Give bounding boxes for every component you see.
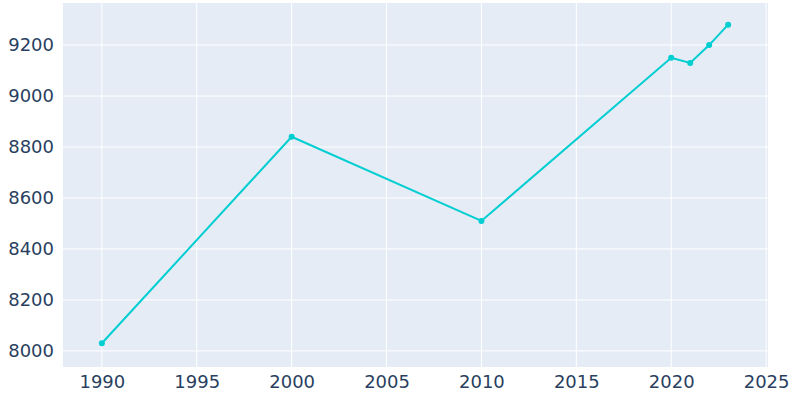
marker <box>687 60 693 66</box>
tick-label: 1995 <box>174 371 220 392</box>
tick-label: 2010 <box>459 371 505 392</box>
tick: 8000 <box>8 340 62 361</box>
tick-label: 8200 <box>8 289 54 310</box>
grid-line-x <box>766 3 767 367</box>
tick: 2010 <box>459 367 505 392</box>
tick-label: 2000 <box>269 371 315 392</box>
marker <box>725 22 731 28</box>
marks <box>99 22 731 347</box>
grid-line-x <box>101 3 102 367</box>
grid-line-x <box>196 3 197 367</box>
tick: 9000 <box>8 85 62 106</box>
tick: 2015 <box>554 367 600 392</box>
grid-line-y <box>62 96 768 97</box>
tick: 8600 <box>8 187 62 208</box>
grid-line-x <box>576 3 577 367</box>
tick-label: 9200 <box>8 34 54 55</box>
grid <box>62 3 768 367</box>
chart: 1990 1995 2000 2005 2010 2015 2020 2025 8000 8200… <box>0 0 800 400</box>
tick-label: 8000 <box>8 340 54 361</box>
grid-line-y <box>62 45 768 46</box>
tick: 9200 <box>8 34 62 55</box>
tick: 1995 <box>174 367 220 392</box>
tick-label: 2020 <box>649 371 695 392</box>
x-axis: 1990 1995 2000 2005 2010 2015 2020 2025 <box>63 367 790 392</box>
grid-line-x <box>481 3 482 367</box>
grid-line-y <box>62 147 768 148</box>
tick: 2000 <box>269 367 315 392</box>
grid-line-y <box>62 299 768 300</box>
grid-line-x <box>291 3 292 367</box>
tick: 8400 <box>8 238 62 259</box>
tick: 2020 <box>649 367 695 392</box>
grid-line-y <box>62 198 768 199</box>
line <box>102 25 728 344</box>
tick-label: 1990 <box>79 371 125 392</box>
plot-background <box>62 3 768 367</box>
grid-line-y <box>62 350 768 351</box>
tick: 2025 <box>744 367 790 392</box>
tick: 8200 <box>8 289 62 310</box>
marker <box>668 55 674 61</box>
tick-label: 8400 <box>8 238 54 259</box>
tick: 1990 <box>79 367 125 392</box>
tick-label: 2025 <box>744 371 790 392</box>
tick: 2005 <box>364 367 410 392</box>
marker <box>478 218 484 224</box>
tick-label: 2015 <box>554 371 600 392</box>
marker <box>99 340 105 346</box>
axis-line <box>62 4 63 368</box>
plot: 1990 1995 2000 2005 2010 2015 2020 2025 8000 8200… <box>8 3 789 392</box>
axis-line <box>63 367 769 368</box>
tick-label: 8800 <box>8 136 54 157</box>
marker <box>706 42 712 48</box>
grid-line-x <box>386 3 387 367</box>
tick-label: 8600 <box>8 187 54 208</box>
grid-line-y <box>62 248 768 249</box>
marker <box>289 134 295 140</box>
tick-label: 2005 <box>364 371 410 392</box>
tick: 8800 <box>8 136 62 157</box>
y-axis: 8000 8200 8400 8600 8800 9000 9200 <box>8 4 62 368</box>
tick-label: 9000 <box>8 85 54 106</box>
